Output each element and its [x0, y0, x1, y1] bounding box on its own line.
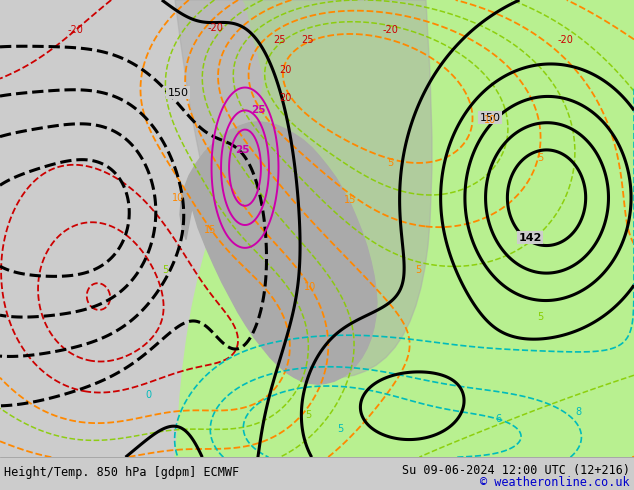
Text: 25: 25: [251, 105, 265, 115]
Text: 5: 5: [337, 424, 343, 434]
Text: 20: 20: [279, 93, 291, 103]
Text: 25: 25: [235, 145, 249, 155]
Text: 150: 150: [479, 113, 500, 123]
Text: 10: 10: [484, 115, 496, 125]
Text: 150: 150: [167, 88, 188, 98]
Text: 8: 8: [575, 407, 581, 417]
Text: 5: 5: [162, 265, 168, 274]
Text: -20: -20: [557, 35, 573, 45]
Text: Su 09-06-2024 12:00 UTC (12+216): Su 09-06-2024 12:00 UTC (12+216): [402, 464, 630, 477]
Text: 5: 5: [415, 265, 421, 274]
Text: -20: -20: [207, 23, 223, 33]
Text: 6: 6: [495, 414, 501, 424]
Polygon shape: [175, 0, 432, 377]
Text: 5: 5: [387, 158, 393, 168]
Text: 0: 0: [145, 390, 151, 400]
Text: 5: 5: [537, 153, 543, 163]
Text: 25: 25: [274, 35, 286, 45]
Text: -20: -20: [382, 25, 398, 35]
Text: 10: 10: [172, 193, 184, 203]
Text: 5: 5: [305, 410, 311, 420]
Text: 25: 25: [302, 35, 314, 45]
Text: 10: 10: [304, 282, 316, 293]
Polygon shape: [175, 0, 634, 457]
Text: 5: 5: [537, 313, 543, 322]
Text: 20: 20: [279, 65, 291, 75]
Text: 15: 15: [344, 195, 356, 205]
Text: © weatheronline.co.uk: © weatheronline.co.uk: [481, 475, 630, 489]
Polygon shape: [180, 122, 377, 384]
Text: 15: 15: [204, 224, 216, 235]
Text: 142: 142: [519, 233, 541, 243]
Text: Height/Temp. 850 hPa [gdpm] ECMWF: Height/Temp. 850 hPa [gdpm] ECMWF: [4, 466, 239, 479]
Text: -20: -20: [67, 25, 83, 35]
